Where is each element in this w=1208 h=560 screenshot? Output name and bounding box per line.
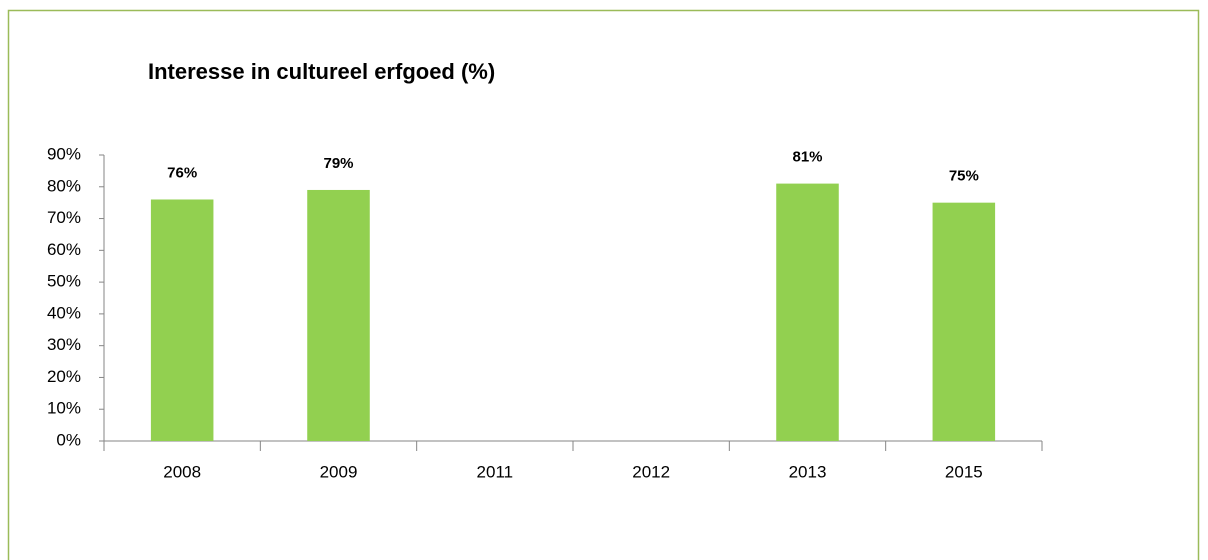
y-tick-label: 0% [56, 430, 81, 449]
y-tick-label: 40% [47, 303, 81, 322]
x-tick-label: 2008 [163, 462, 201, 481]
bar [150, 199, 214, 441]
chart-title: Interesse in cultureel erfgoed (%) [148, 59, 495, 84]
x-tick-label: 2011 [477, 462, 514, 481]
bar [307, 189, 370, 441]
bar [932, 202, 996, 441]
value-label: 75% [949, 168, 979, 185]
y-tick-label: 20% [47, 367, 81, 386]
x-tick-label: 2013 [789, 462, 827, 481]
y-tick-label: 50% [47, 272, 81, 291]
y-tick-label: 70% [47, 208, 81, 227]
y-tick-label: 30% [47, 335, 81, 354]
y-tick-label: 60% [47, 240, 81, 259]
value-label: 79% [323, 155, 353, 172]
value-label: 81% [792, 149, 822, 166]
x-tick-label: 2012 [632, 462, 670, 481]
value-label: 76% [167, 164, 197, 181]
x-tick-label: 2009 [320, 462, 358, 481]
x-tick-label: 2015 [945, 462, 983, 481]
y-tick-label: 80% [47, 176, 81, 195]
bar [776, 183, 839, 441]
y-tick-label: 90% [47, 144, 81, 163]
y-tick-label: 10% [47, 399, 81, 418]
